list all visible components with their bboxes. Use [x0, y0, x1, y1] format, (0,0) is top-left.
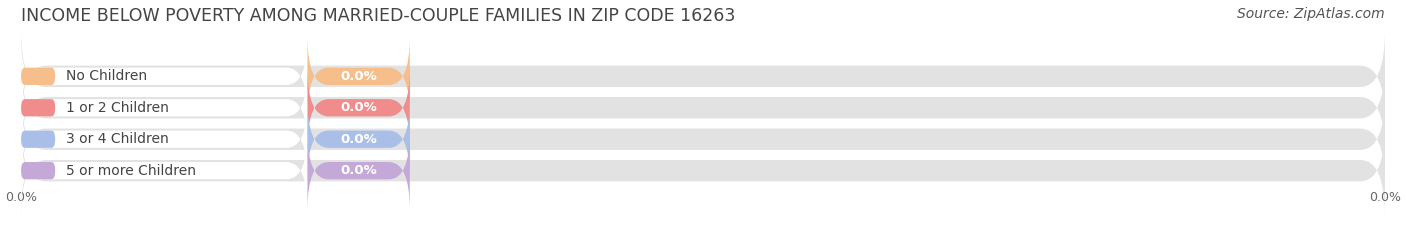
Text: 0.0%: 0.0%: [340, 101, 377, 114]
Text: 1 or 2 Children: 1 or 2 Children: [66, 101, 169, 115]
FancyBboxPatch shape: [21, 62, 1385, 154]
FancyBboxPatch shape: [21, 131, 308, 210]
FancyBboxPatch shape: [21, 125, 1385, 217]
FancyBboxPatch shape: [308, 131, 409, 210]
FancyBboxPatch shape: [21, 93, 1385, 185]
FancyBboxPatch shape: [308, 68, 409, 147]
FancyBboxPatch shape: [21, 130, 55, 148]
Text: 0.0%: 0.0%: [340, 164, 377, 177]
FancyBboxPatch shape: [21, 100, 308, 179]
FancyBboxPatch shape: [21, 37, 308, 116]
Text: 0.0%: 0.0%: [340, 70, 377, 83]
Text: 3 or 4 Children: 3 or 4 Children: [66, 132, 169, 146]
Text: 5 or more Children: 5 or more Children: [66, 164, 195, 178]
FancyBboxPatch shape: [21, 99, 55, 116]
Text: INCOME BELOW POVERTY AMONG MARRIED-COUPLE FAMILIES IN ZIP CODE 16263: INCOME BELOW POVERTY AMONG MARRIED-COUPL…: [21, 7, 735, 25]
Text: 0.0%: 0.0%: [340, 133, 377, 146]
FancyBboxPatch shape: [21, 30, 1385, 122]
Text: No Children: No Children: [66, 69, 148, 83]
FancyBboxPatch shape: [21, 68, 55, 85]
Text: Source: ZipAtlas.com: Source: ZipAtlas.com: [1237, 7, 1385, 21]
FancyBboxPatch shape: [308, 100, 409, 179]
FancyBboxPatch shape: [21, 162, 55, 179]
FancyBboxPatch shape: [308, 37, 409, 116]
FancyBboxPatch shape: [21, 68, 308, 147]
